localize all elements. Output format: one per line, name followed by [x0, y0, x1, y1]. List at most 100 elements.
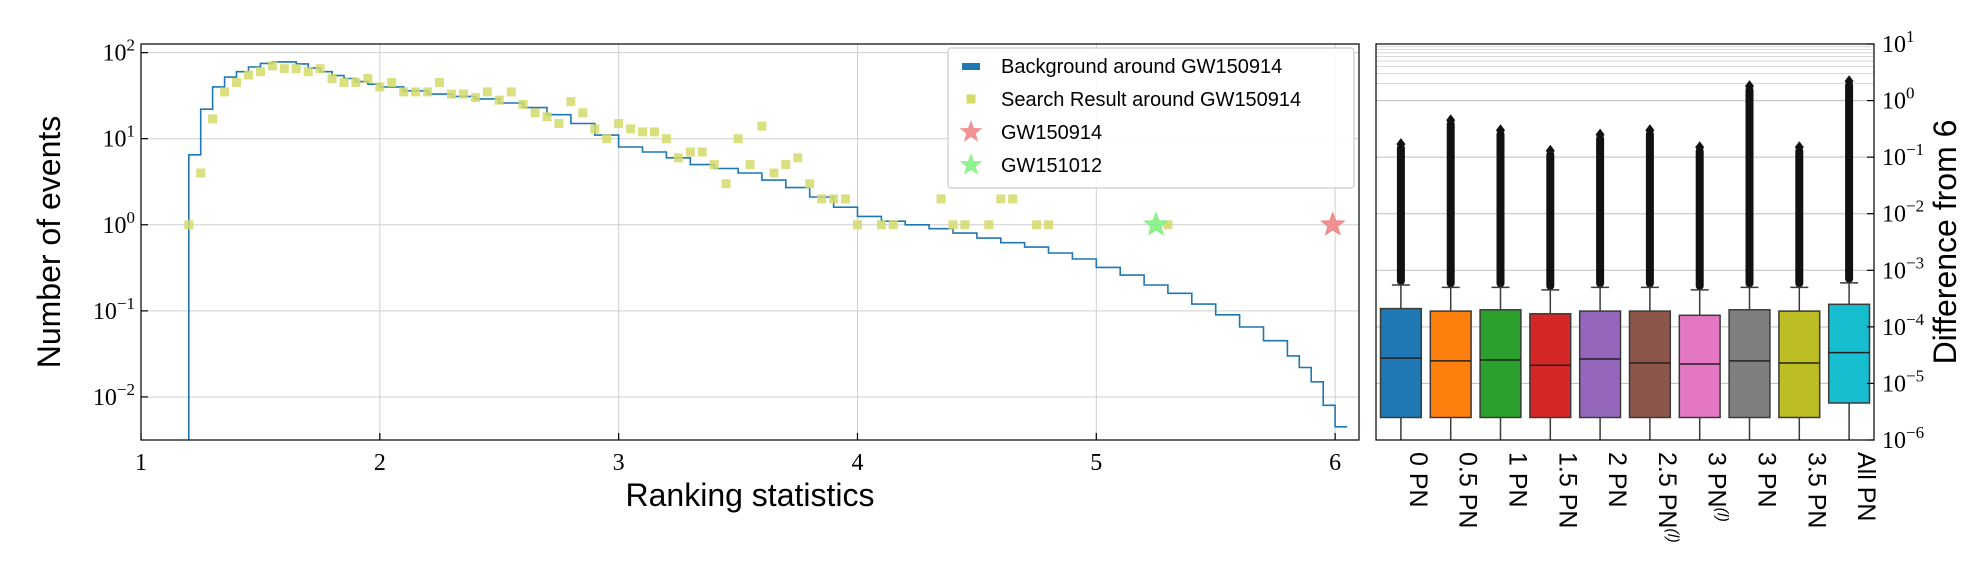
search-result-point [805, 179, 815, 189]
search-result-point [232, 78, 241, 87]
box-outliers [1645, 130, 1654, 288]
left-plot-frame [140, 43, 1360, 441]
search-result-point [614, 119, 624, 128]
left-y-tick-label: 100 [103, 208, 136, 239]
search-result-point [518, 99, 528, 109]
legend-label: Background around GW150914 [1001, 56, 1282, 78]
right-category-labels: 0 PN 0.5 PN 1 PN 1.5 PN 2 PN 2.5 PN(l) 3 PN(l)… [1404, 452, 1880, 543]
right-y-tick-label: 10−2 [1882, 197, 1924, 228]
box-max-outlier [1844, 75, 1854, 88]
search-result-point [1044, 220, 1053, 230]
search-result-point [590, 124, 600, 134]
left-series [184, 61, 1348, 440]
left-y-tick-label: 102 [103, 36, 136, 67]
right-y-tick-label: 10−3 [1882, 253, 1924, 284]
search-result-point [220, 87, 230, 97]
right-plot-frame [1375, 43, 1875, 441]
search-result-point [315, 64, 325, 74]
search-result-point [184, 220, 194, 230]
legend-star-swatch [959, 120, 983, 142]
box-max-outlier [1496, 124, 1505, 137]
search-result-point [291, 64, 301, 74]
search-result-point [542, 112, 552, 122]
box-category-label: 3.5 PN [1802, 452, 1830, 528]
search-result-point [984, 220, 994, 230]
box-outliers [1496, 130, 1505, 288]
box-outliers [1695, 147, 1704, 290]
box-max-outlier [1794, 141, 1804, 154]
search-result-point [566, 97, 576, 107]
box-category-label: 3 PN [1753, 452, 1781, 508]
box-outliers [1795, 147, 1804, 288]
search-result-point [936, 194, 946, 204]
search-result-point [447, 89, 456, 99]
left-x-tick-label: 1 [135, 450, 147, 476]
right-y-tick-label: 10−1 [1882, 140, 1924, 171]
box-outliers [1546, 150, 1555, 290]
search-result-point [363, 74, 373, 83]
search-result-point [853, 220, 862, 230]
search-result-point [721, 179, 731, 189]
search-result-point [650, 127, 659, 137]
search-result-point [781, 160, 791, 170]
search-result-point [661, 134, 671, 144]
box-category-label: 2 PN [1603, 452, 1631, 508]
search-result-point [697, 147, 707, 157]
box-iqr [1778, 310, 1821, 419]
box-category-label: 1 PN [1504, 452, 1532, 508]
search-result-point [638, 127, 647, 137]
search-result-point [888, 220, 898, 230]
search-result-point [733, 134, 743, 144]
legend-frame [947, 47, 1355, 189]
search-result-point [578, 108, 588, 118]
search-result-point [327, 74, 337, 83]
search-result-point [554, 119, 564, 128]
legend-square-swatch [966, 94, 976, 104]
search-result-point [458, 89, 468, 99]
box-outliers [1745, 86, 1754, 288]
search-result-point [685, 147, 695, 157]
left-x-tick-label: 6 [1329, 450, 1341, 476]
search-result-point [279, 64, 289, 74]
search-result-point [530, 108, 540, 118]
box-max-outlier [1745, 80, 1754, 93]
box-iqr [1728, 309, 1771, 419]
box-category-label: 2.5 PN(l) [1653, 452, 1681, 543]
left-x-tick-label: 2 [374, 450, 386, 476]
box-outliers [1596, 134, 1605, 288]
search-result-point [387, 78, 397, 87]
search-result-point [196, 168, 206, 178]
box-iqr [1678, 314, 1721, 419]
search-result-point [399, 87, 409, 97]
search-result-point [709, 160, 719, 170]
left-x-axis-title: Ranking statistics [626, 477, 875, 513]
search-result-point [757, 121, 767, 131]
left-y-tick-label: 10−1 [93, 294, 135, 325]
boxplot-panel: 101 100 10−1 10−2 10−3 10−4 10−5 10−6 0 PN 0.5 P… [1375, 27, 1963, 543]
background-histogram-line [188, 61, 1348, 440]
search-result-point [267, 61, 277, 71]
box-outliers [1446, 120, 1455, 288]
search-result-point [793, 153, 803, 163]
box-max-outlier [1595, 128, 1605, 141]
search-result-point [960, 220, 970, 230]
box-outliers [1396, 144, 1405, 285]
search-result-point [470, 93, 480, 103]
search-result-point [1163, 220, 1173, 230]
search-result-point [841, 194, 850, 204]
right-y-tick-label: 101 [1882, 27, 1915, 58]
search-result-point [339, 78, 349, 87]
right-ticks: 101 100 10−1 10−2 10−3 10−4 10−5 10−6 [1867, 27, 1925, 454]
box-category-label: 1.5 PN [1553, 452, 1581, 528]
search-result-point [673, 153, 683, 163]
box-category-label: 0.5 PN [1454, 452, 1482, 528]
legend-label: Search Result around GW150914 [1001, 89, 1301, 111]
left-x-tick-label: 5 [1090, 450, 1102, 476]
box-iqr [1479, 309, 1522, 419]
right-y-tick-label: 10−5 [1882, 366, 1924, 397]
left-ticks: 1 2 3 4 5 6 102 101 100 10−1 10−2 [93, 36, 1341, 476]
search-result-point [423, 87, 433, 97]
search-result-point [494, 95, 504, 105]
search-result-point [996, 194, 1006, 204]
